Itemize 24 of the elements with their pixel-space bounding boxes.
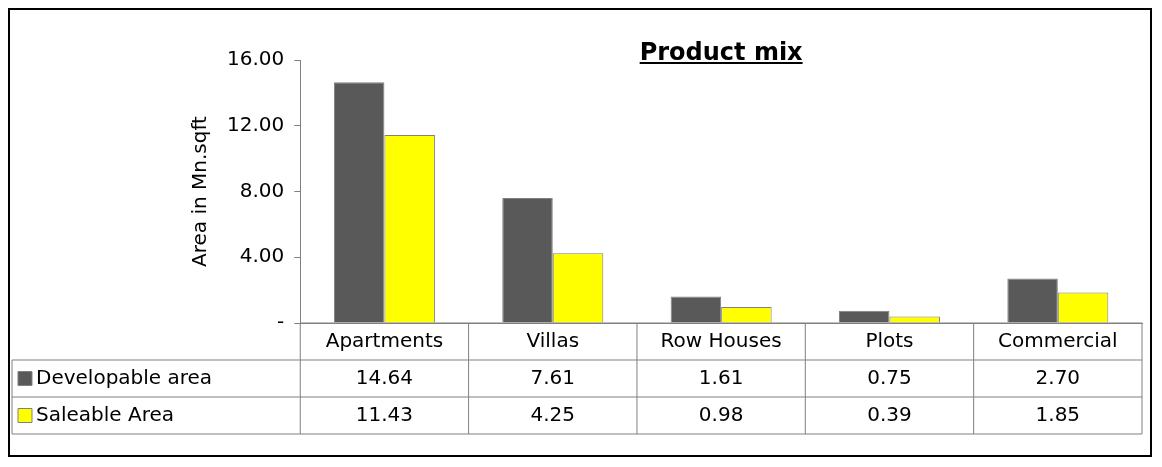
data-label: 1.85: [1035, 401, 1081, 426]
data-label: 0.75: [867, 364, 912, 389]
x-tick-label: Commercial: [998, 327, 1118, 352]
x-tick-label: Villas: [526, 327, 580, 352]
chart-title: Product mix: [639, 38, 803, 66]
data-label: 2.70: [1035, 364, 1081, 389]
data-label: 11.43: [355, 401, 414, 426]
legend-label: Developable area: [36, 364, 213, 389]
y-tick-label: -: [277, 309, 285, 334]
x-tick-label: Apartments: [325, 327, 444, 352]
data-label: 0.98: [698, 401, 744, 426]
y-tick-label: 4.00: [239, 243, 285, 268]
y-axis-title: Area in Mn.sqft: [187, 115, 212, 267]
x-tick-label: Row Houses: [660, 327, 782, 352]
data-label: 14.64: [355, 364, 414, 389]
y-tick-label: 12.00: [226, 111, 285, 136]
data-label: 7.61: [530, 364, 576, 389]
data-label: 4.25: [530, 401, 576, 426]
legend-label: Saleable Area: [36, 401, 175, 426]
x-tick-label: Plots: [865, 327, 914, 352]
data-label: 1.61: [698, 364, 744, 389]
data-label: 0.39: [867, 401, 912, 426]
y-tick-label: 8.00: [239, 177, 285, 202]
y-tick-label: 16.00: [226, 46, 285, 71]
